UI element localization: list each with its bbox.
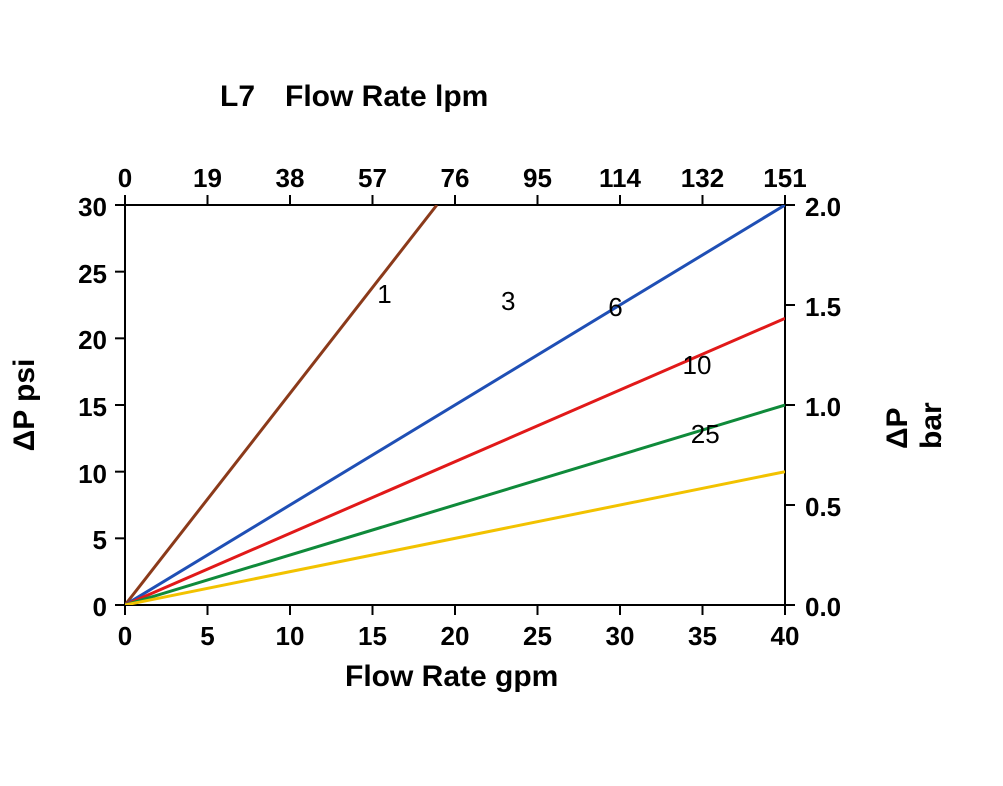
- tick-label: 76: [415, 163, 495, 194]
- series-label: 6: [608, 292, 622, 323]
- series-label: 10: [683, 350, 712, 381]
- tick-label: 1.5: [805, 292, 885, 323]
- tick-label: 0: [27, 592, 107, 623]
- series-label: 25: [691, 419, 720, 450]
- tick-label: 0.5: [805, 492, 885, 523]
- tick-label: 20: [415, 621, 495, 652]
- tick-label: 0: [85, 621, 165, 652]
- tick-label: 5: [27, 525, 107, 556]
- tick-label: 0: [85, 163, 165, 194]
- tick-label: 57: [333, 163, 413, 194]
- series-label: 3: [501, 286, 515, 317]
- tick-label: 2.0: [805, 192, 885, 223]
- tick-label: 5: [168, 621, 248, 652]
- tick-label: 40: [745, 621, 825, 652]
- tick-label: 19: [168, 163, 248, 194]
- tick-label: 10: [27, 459, 107, 490]
- tick-label: 25: [498, 621, 578, 652]
- tick-label: 15: [27, 392, 107, 423]
- tick-label: 20: [27, 325, 107, 356]
- tick-label: 15: [333, 621, 413, 652]
- tick-label: 35: [663, 621, 743, 652]
- tick-label: 30: [580, 621, 660, 652]
- tick-label: 10: [250, 621, 330, 652]
- tick-label: 1.0: [805, 392, 885, 423]
- tick-label: 95: [498, 163, 578, 194]
- tick-label: 25: [27, 259, 107, 290]
- tick-label: 0.0: [805, 592, 885, 623]
- tick-label: 132: [663, 163, 743, 194]
- tick-label: 151: [745, 163, 825, 194]
- tick-label: 30: [27, 192, 107, 223]
- chart-container: L7 Flow Rate lpm Flow Rate gpm ΔP psi ΔP…: [0, 0, 1003, 786]
- series-label: 1: [377, 279, 391, 310]
- tick-label: 114: [580, 163, 660, 194]
- tick-label: 38: [250, 163, 330, 194]
